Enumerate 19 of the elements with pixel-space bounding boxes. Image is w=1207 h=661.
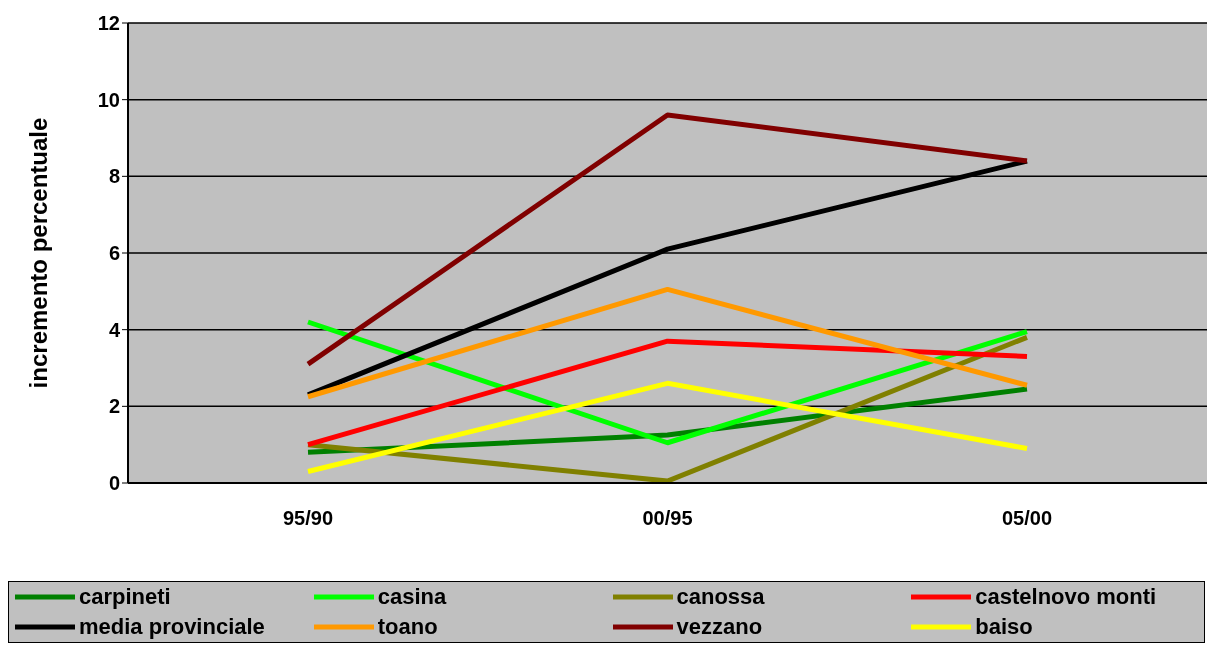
y-tick-label: 6	[108, 242, 120, 265]
x-tick-label: 95/90	[282, 507, 334, 530]
legend-label: media provinciale	[79, 614, 265, 640]
legend-label: baiso	[975, 614, 1033, 640]
y-axis-title: incremento percentuale	[24, 117, 52, 389]
legend-label: castelnovo monti	[975, 584, 1157, 610]
y-tick-label: 2	[108, 395, 120, 418]
legend-label: casina	[377, 584, 447, 610]
legend-label: vezzano	[676, 614, 763, 640]
y-tick-label: 8	[108, 165, 120, 188]
y-tick-label: 10	[97, 88, 120, 111]
legend-label: canossa	[676, 584, 765, 610]
y-tick-label: 4	[108, 318, 121, 341]
y-tick-label: 12	[97, 12, 120, 35]
legend-label: carpineti	[79, 584, 171, 610]
x-tick-label: 00/95	[642, 507, 693, 530]
y-tick-label: 0	[108, 472, 120, 495]
x-tick-label: 05/00	[1001, 507, 1053, 530]
legend-label: toano	[377, 614, 438, 640]
